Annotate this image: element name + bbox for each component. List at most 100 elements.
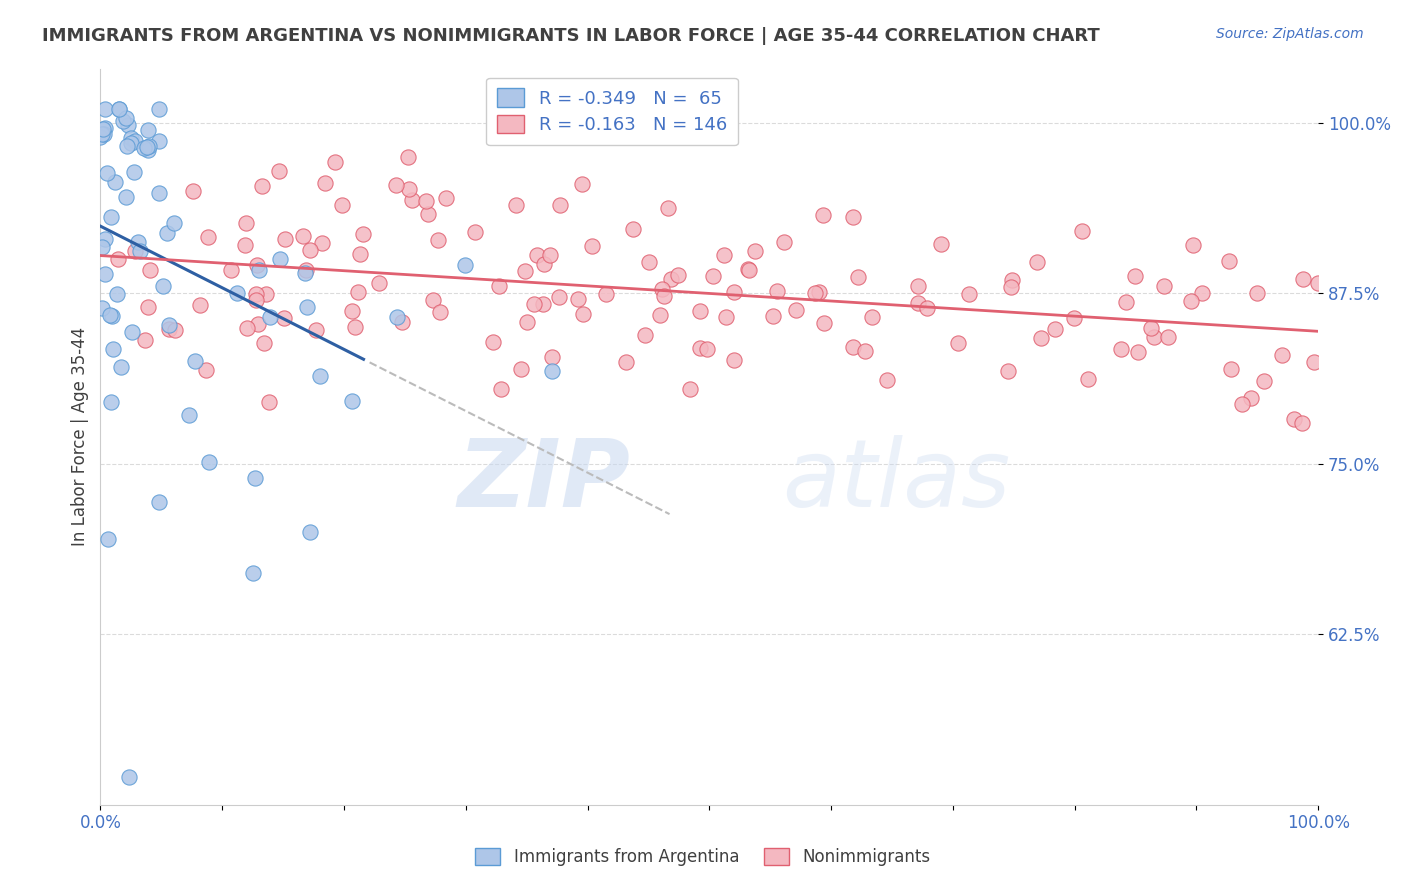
- Point: [89, 129, 111, 144]
- Point: [434, 190, 457, 204]
- Point: [621, 222, 644, 236]
- Point: [454, 258, 477, 272]
- Point: [163, 323, 186, 337]
- Point: [385, 310, 408, 325]
- Point: [226, 285, 249, 300]
- Point: [121, 130, 143, 145]
- Point: [323, 155, 346, 169]
- Point: [489, 383, 512, 397]
- Point: [1253, 374, 1275, 388]
- Point: [94, 267, 117, 281]
- Point: [162, 216, 184, 230]
- Point: [94, 232, 117, 246]
- Point: [156, 226, 179, 240]
- Point: [648, 308, 671, 322]
- Point: [112, 113, 135, 128]
- Point: [1306, 276, 1329, 290]
- Point: [917, 301, 939, 316]
- Point: [233, 238, 256, 252]
- Point: [391, 315, 413, 329]
- Point: [105, 287, 128, 301]
- Point: [614, 354, 637, 368]
- Point: [1180, 293, 1202, 308]
- Point: [713, 248, 735, 262]
- Point: [723, 353, 745, 368]
- Point: [1063, 311, 1085, 326]
- Point: [179, 408, 201, 422]
- Point: [659, 271, 682, 285]
- Point: [1111, 343, 1133, 357]
- Point: [804, 285, 827, 300]
- Point: [91, 301, 114, 315]
- Point: [115, 139, 138, 153]
- Point: [807, 285, 830, 300]
- Point: [696, 342, 718, 356]
- Point: [744, 244, 766, 258]
- Point: [997, 364, 1019, 378]
- Point: [274, 231, 297, 245]
- Point: [108, 103, 131, 117]
- Point: [689, 341, 711, 355]
- Point: [136, 123, 159, 137]
- Point: [540, 350, 562, 364]
- Point: [136, 139, 159, 153]
- Point: [666, 268, 689, 282]
- Point: [148, 186, 170, 200]
- Point: [1218, 253, 1240, 268]
- Point: [157, 322, 180, 336]
- Point: [638, 255, 661, 269]
- Point: [340, 303, 363, 318]
- Point: [651, 282, 673, 296]
- Point: [526, 248, 548, 262]
- Point: [548, 197, 571, 211]
- Point: [132, 141, 155, 155]
- Point: [1292, 272, 1315, 286]
- Point: [138, 139, 160, 153]
- Point: [737, 262, 759, 277]
- Point: [122, 164, 145, 178]
- Point: [567, 292, 589, 306]
- Point: [422, 293, 444, 307]
- Point: [481, 334, 503, 349]
- Point: [415, 194, 437, 209]
- Point: [1000, 280, 1022, 294]
- Point: [957, 286, 980, 301]
- Y-axis label: In Labor Force | Age 35-44: In Labor Force | Age 35-44: [72, 327, 89, 546]
- Point: [104, 175, 127, 189]
- Point: [273, 311, 295, 326]
- Point: [139, 263, 162, 277]
- Point: [1232, 397, 1254, 411]
- Point: [679, 382, 702, 396]
- Point: [256, 286, 278, 301]
- Point: [295, 300, 318, 314]
- Point: [1157, 330, 1180, 344]
- Point: [197, 229, 219, 244]
- Point: [1139, 321, 1161, 335]
- Point: [188, 298, 211, 312]
- Point: [91, 121, 114, 136]
- Point: [252, 179, 274, 194]
- Point: [94, 121, 117, 136]
- Point: [235, 216, 257, 230]
- Point: [292, 229, 315, 244]
- Point: [772, 235, 794, 249]
- Point: [148, 134, 170, 148]
- Point: [572, 307, 595, 321]
- Point: [1153, 278, 1175, 293]
- Point: [96, 165, 118, 179]
- Point: [242, 566, 264, 580]
- Point: [1071, 224, 1094, 238]
- Point: [115, 190, 138, 204]
- Text: IMMIGRANTS FROM ARGENTINA VS NONIMMIGRANTS IN LABOR FORCE | AGE 35-44 CORRELATIO: IMMIGRANTS FROM ARGENTINA VS NONIMMIGRAN…: [42, 27, 1099, 45]
- Point: [1025, 255, 1047, 269]
- Point: [1191, 286, 1213, 301]
- Point: [181, 184, 204, 198]
- Point: [533, 257, 555, 271]
- Point: [107, 252, 129, 266]
- Point: [330, 198, 353, 212]
- Point: [652, 289, 675, 303]
- Point: [136, 300, 159, 314]
- Point: [100, 210, 122, 224]
- Point: [245, 293, 267, 308]
- Point: [513, 264, 536, 278]
